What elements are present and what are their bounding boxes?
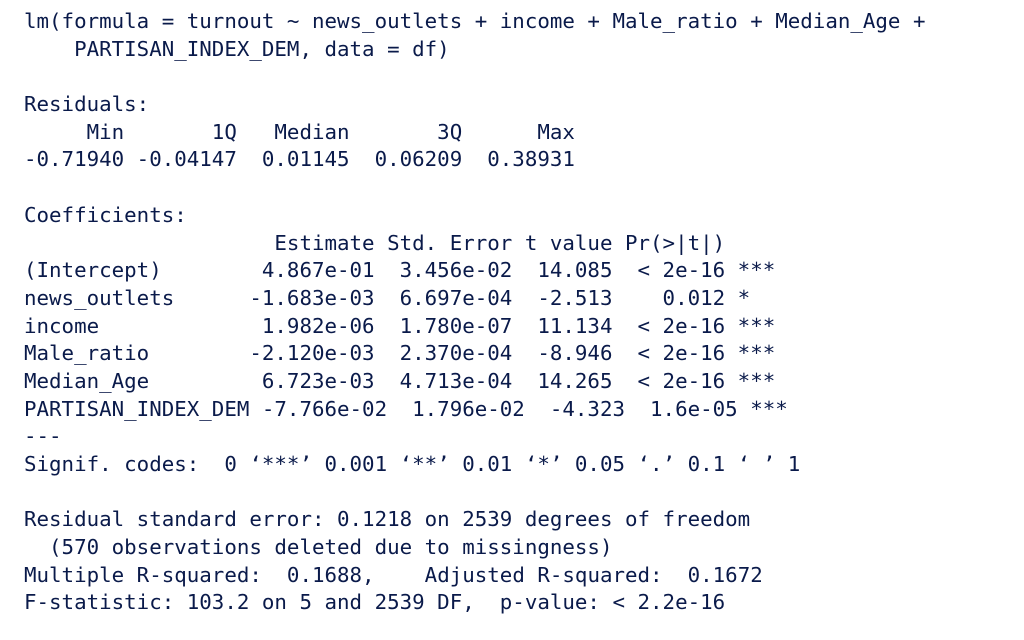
residuals-heading: Residuals: [24,92,150,117]
r-squared-line: Multiple R-squared: 0.1688, Adjusted R-s… [24,562,776,587]
coefficients-heading: Coefficients: [24,202,187,227]
coef-row-news-outlets: news_outlets -1.683e-03 6.697e-04 -2.513… [24,285,776,310]
separator-line: --- [24,424,62,449]
residuals-values-row: -0.71940 -0.04147 0.01145 0.06209 0.3893… [24,147,588,172]
blank-line [24,63,1020,91]
coefficients-header-row: Estimate Std. Error t value Pr(>|t|) [24,230,776,255]
coef-row-partisan-index-dem: PARTISAN_INDEX_DEM -7.766e-02 1.796e-02 … [24,396,788,421]
coef-row-intercept: (Intercept) 4.867e-01 3.456e-02 14.085 <… [24,258,776,283]
coef-row-median-age: Median_Age 6.723e-03 4.713e-04 14.265 < … [24,368,776,393]
residual-standard-error-line: Residual standard error: 0.1218 on 2539 … [24,507,751,532]
residuals-header-row: Min 1Q Median 3Q Max [24,119,588,144]
call-line-2: PARTISAN_INDEX_DEM, data = df) [24,36,450,61]
signif-codes-line: Signif. codes: 0 ‘***’ 0.001 ‘**’ 0.01 ‘… [24,452,801,476]
r-console-output: lm(formula = turnout ~ news_outlets + in… [24,8,1020,617]
coef-row-male-ratio: Male_ratio -2.120e-03 2.370e-04 -8.946 <… [24,341,776,366]
blank-line [24,174,1020,202]
coef-row-income: income 1.982e-06 1.780e-07 11.134 < 2e-1… [24,313,776,338]
missingness-line: (570 observations deleted due to missing… [24,535,613,560]
blank-line [24,479,1020,507]
f-statistic-line: F-statistic: 103.2 on 5 and 2539 DF, p-v… [24,590,726,615]
call-line-1: lm(formula = turnout ~ news_outlets + in… [24,9,926,33]
